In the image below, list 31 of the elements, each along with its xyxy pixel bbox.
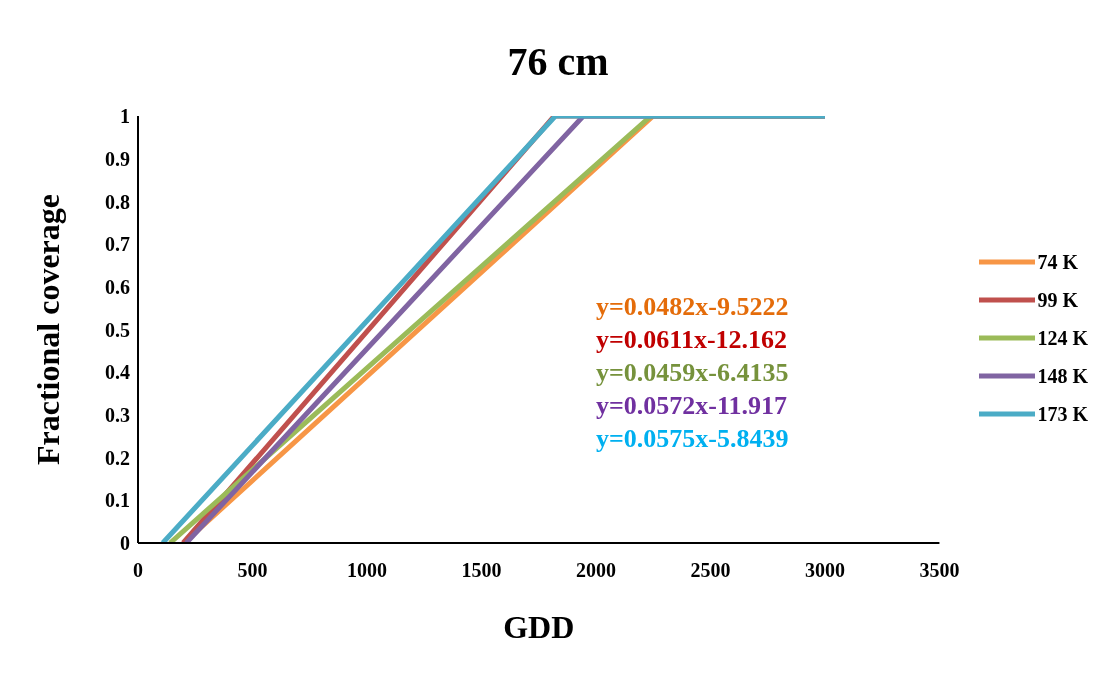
legend-label: 124 K — [1037, 326, 1088, 350]
chart-title: 76 cm — [506, 38, 610, 85]
x-tick-label: 3000 — [804, 559, 845, 582]
x-axis-title: GDD — [503, 609, 575, 645]
legend-label: 173 K — [1037, 402, 1088, 426]
x-tick-label: 3500 — [919, 559, 960, 582]
annotation: y=0.0575x-5.8439 — [596, 423, 789, 455]
annotation: y=0.0459x-6.4135 — [596, 357, 789, 389]
annotation: y=0.0611x-12.162 — [596, 324, 789, 356]
x-tick-label: 2000 — [575, 559, 616, 582]
x-tick-label: 2500 — [690, 559, 731, 582]
legend-label: 74 K — [1037, 250, 1078, 274]
y-tick-label: 0.3 — [105, 404, 130, 426]
x-tick-label: 1500 — [461, 559, 502, 582]
y-tick-label: 0.6 — [105, 275, 130, 298]
y-tick-label: 0 — [120, 532, 130, 555]
y-tick-label: 0.4 — [105, 361, 130, 384]
legend-label: 148 K — [1037, 364, 1088, 388]
y-tick-label: 0.2 — [105, 446, 130, 469]
y-tick-label: 1 — [120, 105, 130, 128]
annotation: y=0.0572x-11.917 — [596, 390, 789, 422]
y-tick-label: 0.9 — [105, 147, 130, 170]
y-tick-label: 0.8 — [105, 190, 130, 213]
y-tick-label: 0.5 — [105, 318, 130, 341]
annotation: y=0.0482x-9.5222 — [596, 291, 789, 323]
y-tick-label: 0.1 — [105, 489, 130, 512]
legend-label: 99 K — [1037, 288, 1078, 312]
x-tick-label: 1000 — [346, 559, 387, 582]
x-tick-label: 500 — [237, 559, 268, 582]
y-tick-label: 0.7 — [105, 233, 130, 256]
y-axis-title: Fractional coverage — [30, 194, 67, 465]
